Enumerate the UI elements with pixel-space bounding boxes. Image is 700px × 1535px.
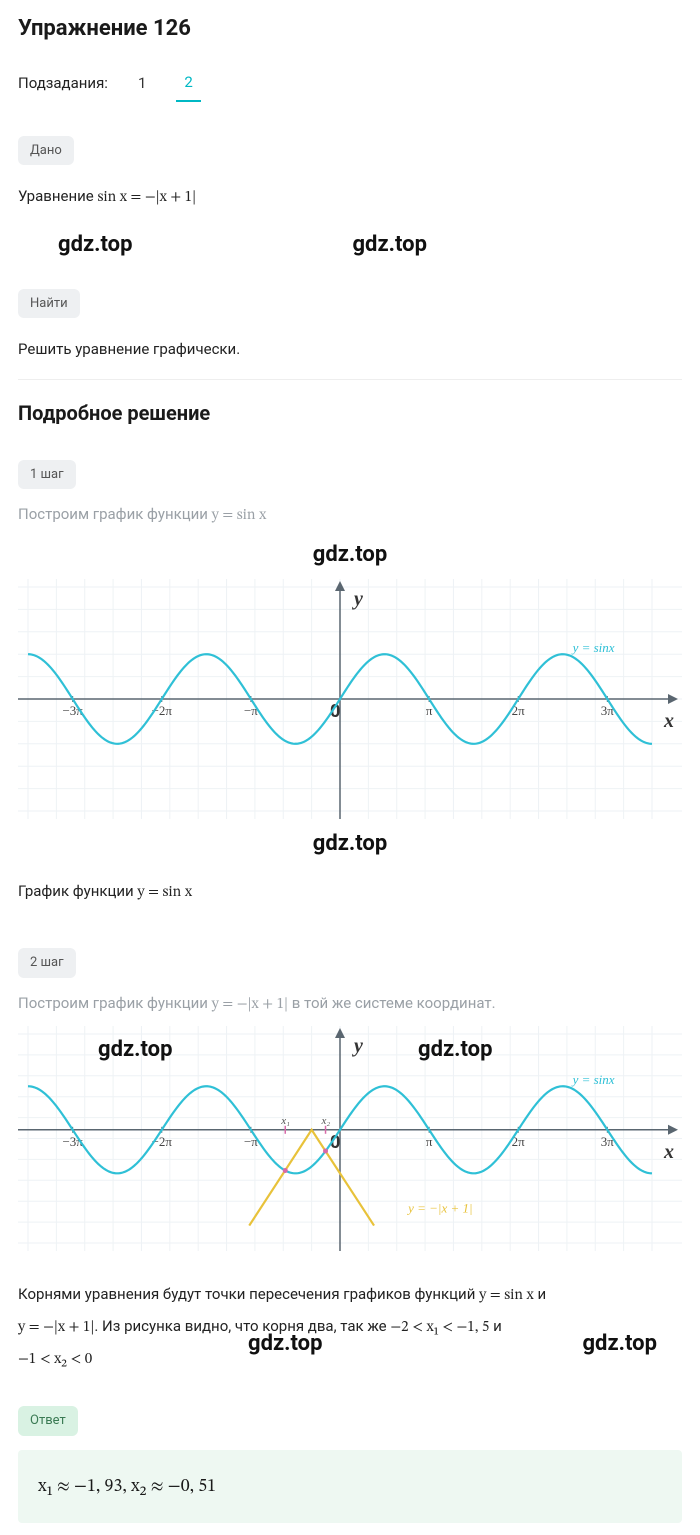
- concl-p2: и: [534, 1285, 546, 1303]
- caption1: График функции y = sin x: [18, 880, 682, 905]
- svg-text:y = sinx: y = sinx: [571, 1072, 615, 1087]
- step2-text: Построим график функции y = −|x + 1| в т…: [18, 992, 682, 1017]
- svg-text:gdz.top: gdz.top: [418, 1037, 492, 1062]
- step1-text: Построим график функции y = sin x: [18, 503, 682, 528]
- watermark-row-1: gdz.top gdz.top: [58, 228, 682, 261]
- watermark: gdz.top: [58, 228, 132, 261]
- exercise-title: Упражнение 126: [18, 12, 682, 45]
- answer-box: x₁ ≈ −1, 93, x₂ ≈ −0, 51: [18, 1450, 682, 1523]
- svg-text:π: π: [426, 703, 433, 718]
- answer-text: x₁ ≈ −1, 93, x₂ ≈ −0, 51: [38, 1478, 216, 1496]
- svg-text:y: y: [352, 1035, 363, 1057]
- step1-text-a: Построим график функции: [18, 505, 212, 523]
- watermark: gdz.top: [248, 1327, 322, 1360]
- solution-title: Подробное решение: [18, 398, 682, 428]
- watermark-center-2: gdz.top: [18, 827, 682, 860]
- step2-text-b: в той же системе координат.: [288, 994, 496, 1012]
- step2-text-a: Построим график функции: [18, 994, 212, 1012]
- given-text-label: Уравнение: [18, 187, 97, 205]
- watermark: gdz.top: [352, 228, 426, 261]
- svg-text:x: x: [663, 1141, 674, 1163]
- svg-text:π: π: [426, 1134, 433, 1149]
- svg-text:x: x: [663, 710, 674, 732]
- chart2-wrap: −3π−2π−ππ2π3π0yxy = sinxy = −|x + 1|x₁x₂…: [18, 1026, 682, 1251]
- subtabs-label: Подзадания:: [18, 72, 108, 95]
- concl-m1: y = sin x: [479, 1288, 534, 1303]
- tab-2[interactable]: 2: [176, 65, 200, 102]
- concl-m2: y = −|x + 1|: [18, 1320, 94, 1335]
- concl-p4: и: [489, 1317, 501, 1335]
- divider: [18, 379, 682, 380]
- tab-1[interactable]: 1: [130, 66, 154, 101]
- svg-text:x₂: x₂: [321, 1115, 331, 1127]
- subtabs: Подзадания: 1 2: [18, 65, 682, 102]
- svg-text:y: y: [352, 588, 363, 610]
- step1-math: y = sin x: [212, 508, 267, 523]
- svg-text:y = sinx: y = sinx: [571, 639, 615, 654]
- chart-2: −3π−2π−ππ2π3π0yxy = sinxy = −|x + 1|x₁x₂…: [18, 1026, 682, 1251]
- concl-p3: . Из рисунка видно, что корня два, так ж…: [94, 1317, 390, 1335]
- concl-ineq1: −2 < x₁ < −1, 5: [390, 1320, 489, 1335]
- find-text: Решить уравнение графически.: [18, 338, 682, 361]
- concl-ineq2: −1 < x₂ < 0: [18, 1352, 92, 1367]
- svg-text:gdz.top: gdz.top: [98, 1037, 172, 1062]
- watermark: gdz.top: [582, 1327, 656, 1360]
- step1-pill: 1 шаг: [18, 460, 76, 490]
- given-pill: Дано: [18, 136, 74, 166]
- find-pill: Найти: [18, 289, 80, 319]
- concl-p1: Корнями уравнения будут точки пересечени…: [18, 1285, 479, 1303]
- svg-text:y = −|x + 1|: y = −|x + 1|: [406, 1201, 473, 1216]
- given-text: Уравнение sin x = −|x + 1|: [18, 185, 682, 210]
- svg-text:x₁: x₁: [280, 1115, 290, 1127]
- chart-1: −3π−2π−ππ2π3π0yxy = sinx: [18, 579, 682, 819]
- caption1-text: График функции: [18, 882, 137, 900]
- given-math: sin x = −|x + 1|: [97, 190, 196, 205]
- watermark-center-1: gdz.top: [18, 538, 682, 571]
- answer-pill: Ответ: [18, 1406, 78, 1436]
- step2-pill: 2 шаг: [18, 948, 76, 978]
- caption1-math: y = sin x: [137, 885, 192, 900]
- step2-math: y = −|x + 1|: [212, 997, 288, 1012]
